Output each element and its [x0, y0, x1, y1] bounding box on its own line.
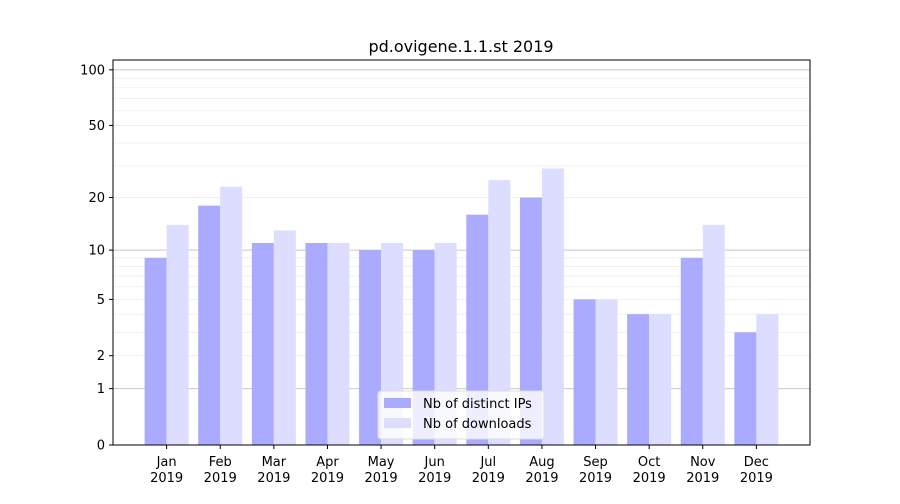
- bar-downloads: [702, 224, 725, 445]
- legend-swatch: [384, 398, 411, 408]
- bar-ips: [305, 243, 328, 445]
- legend-label: Nb of downloads: [423, 417, 532, 432]
- bar-ips: [519, 197, 542, 445]
- y-tick-label: 0: [97, 439, 105, 454]
- bar-downloads: [488, 180, 511, 445]
- x-tick-label: Sep: [583, 455, 608, 470]
- bar-ips: [573, 299, 596, 445]
- legend-swatch: [384, 418, 411, 428]
- bar-downloads: [166, 224, 189, 445]
- x-tick-label: Jun: [424, 455, 445, 470]
- y-tick-label: 1: [97, 382, 105, 397]
- bar-ips: [680, 257, 703, 445]
- bar-ips: [359, 250, 382, 445]
- y-tick-label: 20: [88, 191, 105, 206]
- x-tick-label: Aug: [529, 455, 554, 470]
- bar-ips: [627, 314, 650, 445]
- y-tick-label: 2: [97, 349, 105, 364]
- x-tick-label: 2019: [257, 471, 290, 486]
- x-tick-label: Jan: [156, 455, 177, 470]
- x-tick-label: Jul: [479, 455, 496, 470]
- bar-downloads: [273, 230, 296, 445]
- x-tick-label: Dec: [744, 455, 769, 470]
- x-tick-label: 2019: [150, 471, 183, 486]
- y-tick-label: 100: [80, 63, 105, 78]
- bar-ips: [734, 332, 757, 445]
- y-tick-label: 10: [88, 244, 105, 259]
- bar-downloads: [220, 186, 243, 446]
- x-tick-label: 2019: [525, 471, 558, 486]
- x-tick-label: 2019: [579, 471, 612, 486]
- bar-downloads: [756, 314, 779, 445]
- bar-ips: [144, 257, 167, 445]
- legend-box: [377, 390, 545, 440]
- x-tick-label: 2019: [686, 471, 719, 486]
- x-tick-label: Nov: [690, 455, 716, 470]
- y-tick-label: 5: [97, 293, 105, 308]
- x-tick-label: May: [368, 455, 395, 470]
- bar-ips: [251, 243, 274, 445]
- x-tick-label: Mar: [262, 455, 287, 470]
- plot-frame: [112, 59, 811, 446]
- bar-ips: [198, 205, 221, 445]
- bar-ips: [466, 214, 489, 445]
- bar-downloads: [541, 168, 564, 445]
- x-tick-label: 2019: [472, 471, 505, 486]
- x-tick-label: 2019: [311, 471, 344, 486]
- x-tick-label: Feb: [209, 455, 232, 470]
- x-tick-label: 2019: [365, 471, 398, 486]
- bar-downloads: [327, 243, 350, 445]
- bar-downloads: [595, 299, 618, 445]
- x-tick-label: 2019: [740, 471, 773, 486]
- x-tick-label: Apr: [316, 455, 339, 470]
- bar-downloads: [649, 314, 672, 445]
- x-tick-label: Oct: [638, 455, 660, 470]
- chart-title: pd.ovigene.1.1.st 2019: [368, 37, 553, 56]
- x-tick-label: 2019: [418, 471, 451, 486]
- legend-label: Nb of distinct IPs: [423, 397, 532, 412]
- y-tick-label: 50: [88, 119, 105, 134]
- x-tick-label: 2019: [204, 471, 237, 486]
- x-tick-label: 2019: [633, 471, 666, 486]
